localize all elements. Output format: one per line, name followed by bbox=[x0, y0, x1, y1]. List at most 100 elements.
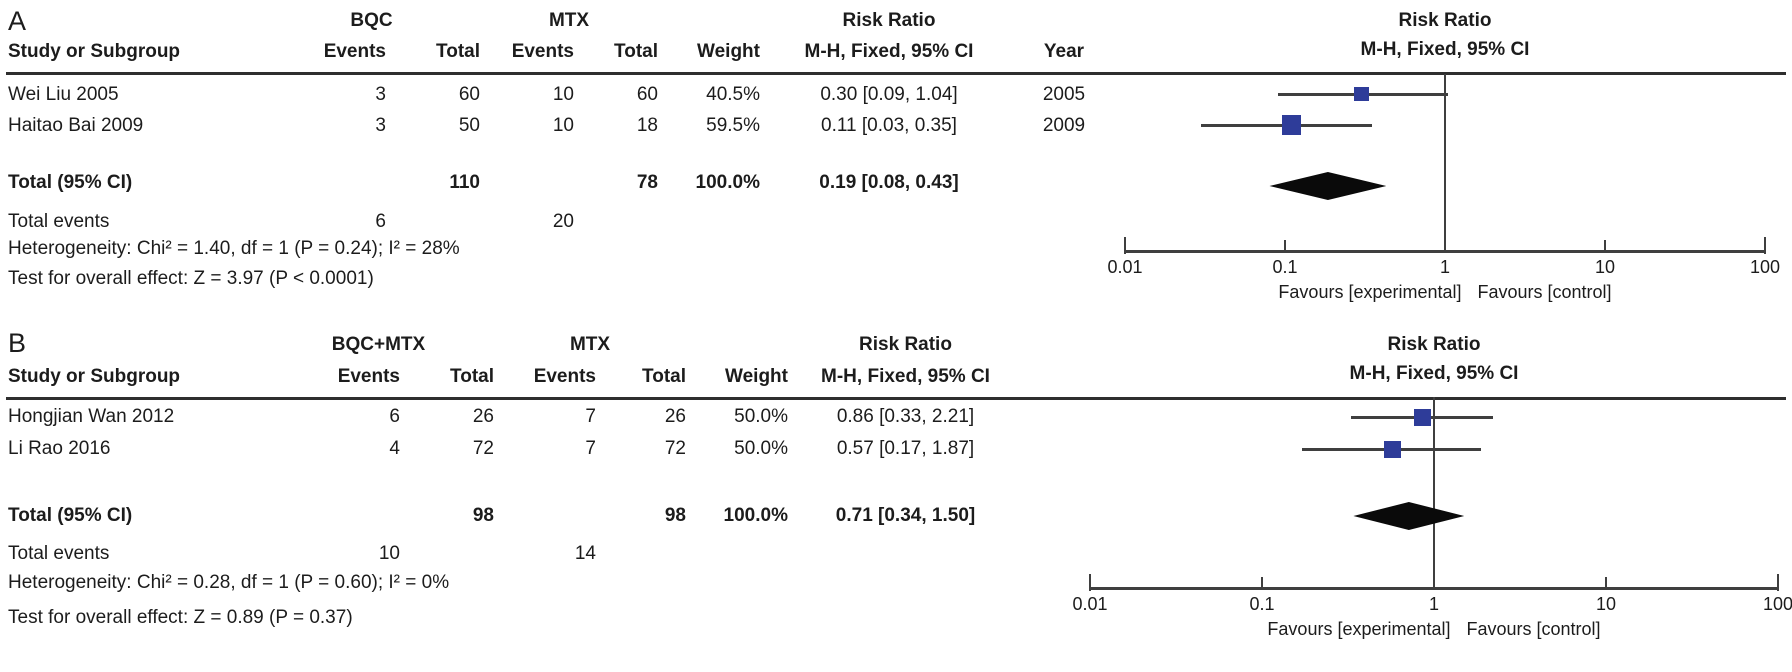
col-method-header: M-H, Fixed, 95% CI bbox=[804, 41, 974, 62]
events1-value: 4 bbox=[389, 438, 400, 459]
favours-left-label: Favours [experimental] bbox=[1267, 619, 1451, 639]
group1-header: BQC bbox=[350, 10, 393, 31]
col-total1-header: Total bbox=[450, 366, 494, 387]
no-effect-line bbox=[1444, 74, 1446, 250]
group1-header: BQC+MTX bbox=[331, 334, 426, 355]
axis-tick bbox=[1089, 574, 1091, 591]
column-header-row: Study or Subgroup Events Total Events To… bbox=[8, 364, 1023, 390]
overall-effect-text: Test for overall effect: Z = 0.89 (P = 0… bbox=[8, 607, 353, 628]
col-method-header: M-H, Fixed, 95% CI bbox=[821, 366, 990, 387]
ci-text: 0.86 [0.33, 2.21] bbox=[836, 406, 975, 427]
heterogeneity-text: Heterogeneity: Chi² = 1.40, df = 1 (P = … bbox=[8, 238, 460, 259]
plot-risk-ratio-header: Risk Ratio bbox=[1387, 334, 1481, 355]
group-header-row: BQC MTX Risk Ratio bbox=[8, 8, 1110, 34]
col-events2-header: Events bbox=[511, 41, 574, 62]
total1-value: 26 bbox=[472, 406, 494, 427]
total-events-label: Total events bbox=[8, 211, 110, 232]
col-total2-header: Total bbox=[642, 366, 686, 387]
col-total2-header: Total bbox=[614, 41, 658, 62]
axis-caption: Favours [experimental] Favours [control] bbox=[1267, 618, 1600, 640]
axis-tick bbox=[1124, 237, 1126, 254]
study-name: Haitao Bai 2009 bbox=[8, 115, 144, 136]
axis-tick-label: 1 bbox=[1428, 594, 1439, 614]
axis-tick bbox=[1605, 577, 1607, 589]
axis-tick-label: 100 bbox=[1762, 594, 1792, 614]
favours-left-label: Favours [experimental] bbox=[1278, 282, 1462, 302]
group2-header: MTX bbox=[569, 334, 611, 355]
events1-value: 6 bbox=[389, 406, 400, 427]
column-header-row: Study or Subgroup Events Total Events To… bbox=[8, 39, 1110, 65]
col-events2-header: Events bbox=[533, 366, 596, 387]
study-name: Wei Liu 2005 bbox=[8, 84, 119, 105]
study-row: Haitao Bai 2009 3 50 10 18 59.5% 0.11 [0… bbox=[8, 113, 1110, 139]
total1-value: 50 bbox=[458, 115, 480, 136]
study-row: Wei Liu 2005 3 60 10 60 40.5% 0.30 [0.09… bbox=[8, 82, 1110, 108]
total-weight: 100.0% bbox=[695, 172, 760, 193]
total2-value: 26 bbox=[664, 406, 686, 427]
ci-text: 0.57 [0.17, 1.87] bbox=[836, 438, 975, 459]
effect-square bbox=[1414, 408, 1432, 426]
study-row: Li Rao 2016 4 72 7 72 50.0% 0.57 [0.17, … bbox=[8, 436, 1023, 462]
col-events1-header: Events bbox=[337, 366, 400, 387]
favours-right-label: Favours [control] bbox=[1477, 282, 1612, 302]
total-row: Total (95% CI) 110 78 100.0% 0.19 [0.08,… bbox=[8, 170, 1110, 196]
effect-square bbox=[1353, 86, 1369, 102]
col-year-header: Year bbox=[1043, 41, 1085, 62]
events1-value: 3 bbox=[375, 84, 386, 105]
col-study-header: Study or Subgroup bbox=[8, 366, 181, 387]
axis-tick-label: 0.1 bbox=[1272, 257, 1298, 277]
risk-ratio-column-header: Risk Ratio bbox=[842, 10, 936, 31]
year-value: 2009 bbox=[1042, 115, 1086, 136]
pooled-effect-diamond bbox=[1269, 172, 1387, 200]
events1-value: 3 bbox=[375, 115, 386, 136]
overall-effect-text: Test for overall effect: Z = 3.97 (P < 0… bbox=[8, 268, 374, 289]
pooled-effect-diamond bbox=[1353, 502, 1465, 530]
ci-text: 0.30 [0.09, 1.04] bbox=[820, 84, 958, 105]
total-events-row: Total events 6 20 bbox=[8, 209, 1110, 235]
col-events1-header: Events bbox=[323, 41, 386, 62]
header-rule bbox=[6, 397, 1786, 400]
axis-tick-label: 1 bbox=[1439, 257, 1450, 277]
col-total1-header: Total bbox=[436, 41, 480, 62]
effect-square bbox=[1281, 115, 1302, 135]
total-events1: 10 bbox=[378, 543, 400, 564]
col-weight-header: Weight bbox=[697, 41, 760, 62]
axis-tick bbox=[1444, 240, 1446, 252]
col-weight-header: Weight bbox=[725, 366, 788, 387]
events2-value: 7 bbox=[585, 406, 596, 427]
total1-sum: 98 bbox=[472, 505, 494, 526]
total-events2: 20 bbox=[552, 211, 574, 232]
total-events2: 14 bbox=[574, 543, 596, 564]
axis-tick-label: 0.01 bbox=[1107, 257, 1143, 277]
year-value: 2005 bbox=[1042, 84, 1086, 105]
total-events-row: Total events 10 14 bbox=[8, 541, 1023, 567]
group2-header: MTX bbox=[548, 10, 590, 31]
weight-value: 40.5% bbox=[706, 84, 760, 105]
panel-b-label: B bbox=[8, 328, 27, 358]
total-events-label: Total events bbox=[8, 543, 110, 564]
no-effect-line bbox=[1433, 397, 1435, 587]
axis-tick bbox=[1284, 240, 1286, 252]
total2-value: 18 bbox=[636, 115, 658, 136]
axis-tick-label: 0.01 bbox=[1072, 594, 1108, 614]
axis-tick-label: 0.1 bbox=[1249, 594, 1275, 614]
axis-tick bbox=[1764, 237, 1766, 254]
effect-square bbox=[1383, 440, 1401, 458]
total-label: Total (95% CI) bbox=[8, 172, 133, 193]
total1-value: 60 bbox=[458, 84, 480, 105]
forest-plot-area: Risk Ratio M-H, Fixed, 95% CI 0.01 0.1 1 10… bbox=[1072, 300, 1792, 672]
total2-value: 60 bbox=[636, 84, 658, 105]
axis-tick bbox=[1433, 577, 1435, 589]
axis-tick-label: 100 bbox=[1749, 257, 1781, 277]
axis-caption: Favours [experimental] Favours [control] bbox=[1278, 281, 1611, 303]
ci-text: 0.11 [0.03, 0.35] bbox=[821, 115, 957, 136]
total2-sum: 98 bbox=[664, 505, 686, 526]
study-name: Hongjian Wan 2012 bbox=[8, 406, 175, 427]
total-label: Total (95% CI) bbox=[8, 505, 133, 526]
events2-value: 10 bbox=[552, 115, 574, 136]
total2-sum: 78 bbox=[636, 172, 658, 193]
col-study-header: Study or Subgroup bbox=[8, 41, 181, 62]
favours-right-label: Favours [control] bbox=[1466, 619, 1601, 639]
group-header-row: BQC+MTX MTX Risk Ratio bbox=[8, 332, 1023, 358]
events2-value: 7 bbox=[585, 438, 596, 459]
